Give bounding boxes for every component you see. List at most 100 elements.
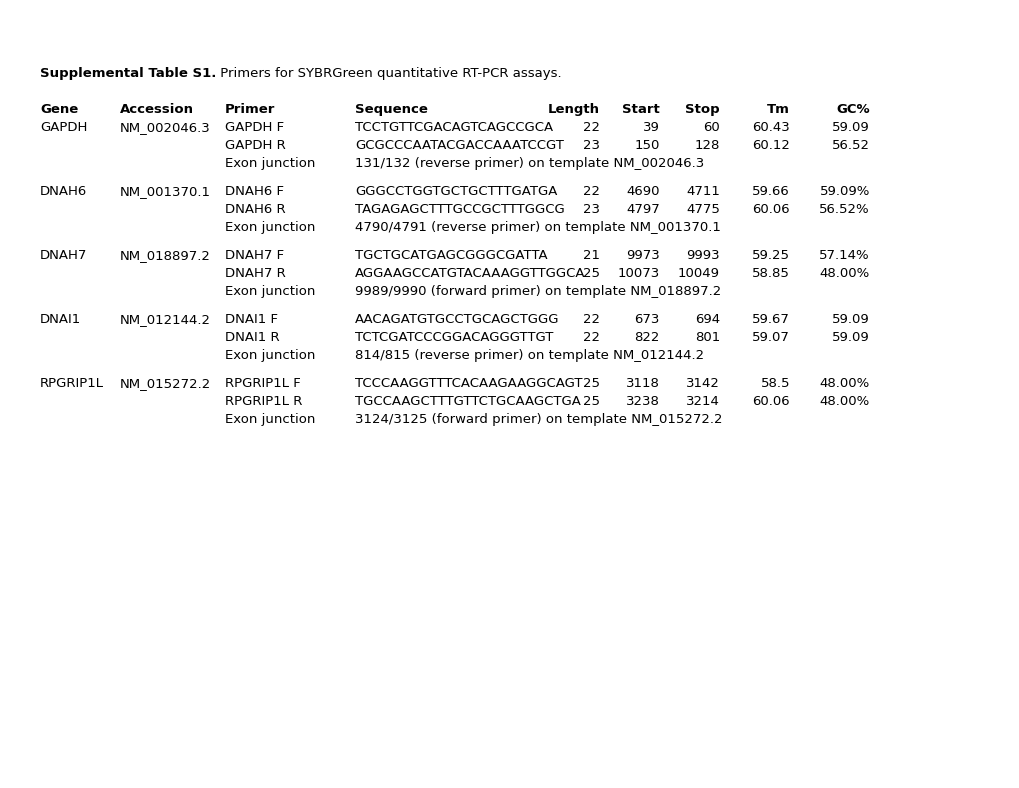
Text: 57.14%: 57.14% [818, 249, 869, 262]
Text: Sequence: Sequence [355, 103, 427, 116]
Text: DNAI1: DNAI1 [40, 313, 82, 326]
Text: 59.09: 59.09 [832, 121, 869, 134]
Text: 60.12: 60.12 [751, 139, 790, 152]
Text: 59.25: 59.25 [751, 249, 790, 262]
Text: 56.52%: 56.52% [818, 203, 869, 216]
Text: Gene: Gene [40, 103, 78, 116]
Text: 4775: 4775 [686, 203, 719, 216]
Text: Tm: Tm [766, 103, 790, 116]
Text: 58.5: 58.5 [760, 377, 790, 390]
Text: TCTCGATCCCGGACAGGGTTGT: TCTCGATCCCGGACAGGGTTGT [355, 331, 553, 344]
Text: 801: 801 [694, 331, 719, 344]
Text: 9973: 9973 [626, 249, 659, 262]
Text: 23: 23 [583, 203, 599, 216]
Text: NM_012144.2: NM_012144.2 [120, 313, 211, 326]
Text: Supplemental Table S1.: Supplemental Table S1. [40, 67, 216, 80]
Text: AACAGATGTGCCTGCAGCTGGG: AACAGATGTGCCTGCAGCTGGG [355, 313, 559, 326]
Text: RPGRIP1L F: RPGRIP1L F [225, 377, 301, 390]
Text: 59.09: 59.09 [832, 331, 869, 344]
Text: Length: Length [547, 103, 599, 116]
Text: Exon junction: Exon junction [225, 285, 315, 298]
Text: NM_018897.2: NM_018897.2 [120, 249, 211, 262]
Text: DNAH7 F: DNAH7 F [225, 249, 284, 262]
Text: DNAI1 R: DNAI1 R [225, 331, 279, 344]
Text: 59.09%: 59.09% [819, 185, 869, 198]
Text: 21: 21 [583, 249, 599, 262]
Text: 23: 23 [583, 139, 599, 152]
Text: 4690: 4690 [626, 185, 659, 198]
Text: GAPDH R: GAPDH R [225, 139, 285, 152]
Text: Exon junction: Exon junction [225, 349, 315, 362]
Text: TCCCAAGGTTTCACAAGAAGGCAGT: TCCCAAGGTTTCACAAGAAGGCAGT [355, 377, 582, 390]
Text: Exon junction: Exon junction [225, 221, 315, 234]
Text: 128: 128 [694, 139, 719, 152]
Text: 22: 22 [583, 121, 599, 134]
Text: 60: 60 [702, 121, 719, 134]
Text: 22: 22 [583, 185, 599, 198]
Text: 9993: 9993 [686, 249, 719, 262]
Text: 3118: 3118 [626, 377, 659, 390]
Text: Primers for SYBRGreen quantitative RT-PCR assays.: Primers for SYBRGreen quantitative RT-PC… [216, 67, 561, 80]
Text: 48.00%: 48.00% [819, 395, 869, 408]
Text: Start: Start [622, 103, 659, 116]
Text: 58.85: 58.85 [751, 267, 790, 280]
Text: 48.00%: 48.00% [819, 377, 869, 390]
Text: 822: 822 [634, 331, 659, 344]
Text: NM_015272.2: NM_015272.2 [120, 377, 211, 390]
Text: 25: 25 [583, 267, 599, 280]
Text: 150: 150 [634, 139, 659, 152]
Text: TGCCAAGCTTTGTTCTGCAAGCTGA: TGCCAAGCTTTGTTCTGCAAGCTGA [355, 395, 580, 408]
Text: 4711: 4711 [686, 185, 719, 198]
Text: GCGCCCAATACGACCAAATCCGT: GCGCCCAATACGACCAAATCCGT [355, 139, 564, 152]
Text: GGGCCTGGTGCTGCTTTGATGA: GGGCCTGGTGCTGCTTTGATGA [355, 185, 556, 198]
Text: GC%: GC% [836, 103, 869, 116]
Text: NM_002046.3: NM_002046.3 [120, 121, 211, 134]
Text: 48.00%: 48.00% [819, 267, 869, 280]
Text: 56.52: 56.52 [832, 139, 869, 152]
Text: TGCTGCATGAGCGGGCGATTA: TGCTGCATGAGCGGGCGATTA [355, 249, 547, 262]
Text: Exon junction: Exon junction [225, 413, 315, 426]
Text: 673: 673 [634, 313, 659, 326]
Text: RPGRIP1L: RPGRIP1L [40, 377, 104, 390]
Text: 59.67: 59.67 [751, 313, 790, 326]
Text: 694: 694 [694, 313, 719, 326]
Text: AGGAAGCCATGTACAAAGGTTGGCA: AGGAAGCCATGTACAAAGGTTGGCA [355, 267, 585, 280]
Text: 22: 22 [583, 331, 599, 344]
Text: 60.06: 60.06 [752, 395, 790, 408]
Text: DNAH7: DNAH7 [40, 249, 88, 262]
Text: 59.66: 59.66 [752, 185, 790, 198]
Text: 60.06: 60.06 [752, 203, 790, 216]
Text: 10049: 10049 [678, 267, 719, 280]
Text: TAGAGAGCTTTGCCGCTTTGGCG: TAGAGAGCTTTGCCGCTTTGGCG [355, 203, 565, 216]
Text: 3142: 3142 [686, 377, 719, 390]
Text: RPGRIP1L R: RPGRIP1L R [225, 395, 302, 408]
Text: Primer: Primer [225, 103, 275, 116]
Text: NM_001370.1: NM_001370.1 [120, 185, 211, 198]
Text: 9989/9990 (forward primer) on template NM_018897.2: 9989/9990 (forward primer) on template N… [355, 285, 720, 298]
Text: TCCTGTTCGACAGTCAGCCGCA: TCCTGTTCGACAGTCAGCCGCA [355, 121, 552, 134]
Text: 25: 25 [583, 377, 599, 390]
Text: 39: 39 [643, 121, 659, 134]
Text: 25: 25 [583, 395, 599, 408]
Text: 10073: 10073 [618, 267, 659, 280]
Text: 4790/4791 (reverse primer) on template NM_001370.1: 4790/4791 (reverse primer) on template N… [355, 221, 720, 234]
Text: 3214: 3214 [686, 395, 719, 408]
Text: 4797: 4797 [626, 203, 659, 216]
Text: 60.43: 60.43 [752, 121, 790, 134]
Text: DNAH6: DNAH6 [40, 185, 88, 198]
Text: 59.09: 59.09 [832, 313, 869, 326]
Text: GAPDH: GAPDH [40, 121, 88, 134]
Text: 131/132 (reverse primer) on template NM_002046.3: 131/132 (reverse primer) on template NM_… [355, 157, 703, 170]
Text: DNAH7 R: DNAH7 R [225, 267, 285, 280]
Text: DNAI1 F: DNAI1 F [225, 313, 278, 326]
Text: 22: 22 [583, 313, 599, 326]
Text: GAPDH F: GAPDH F [225, 121, 284, 134]
Text: 3238: 3238 [626, 395, 659, 408]
Text: 814/815 (reverse primer) on template NM_012144.2: 814/815 (reverse primer) on template NM_… [355, 349, 703, 362]
Text: 3124/3125 (forward primer) on template NM_015272.2: 3124/3125 (forward primer) on template N… [355, 413, 721, 426]
Text: DNAH6 F: DNAH6 F [225, 185, 283, 198]
Text: Stop: Stop [685, 103, 719, 116]
Text: DNAH6 R: DNAH6 R [225, 203, 285, 216]
Text: 59.07: 59.07 [751, 331, 790, 344]
Text: Exon junction: Exon junction [225, 157, 315, 170]
